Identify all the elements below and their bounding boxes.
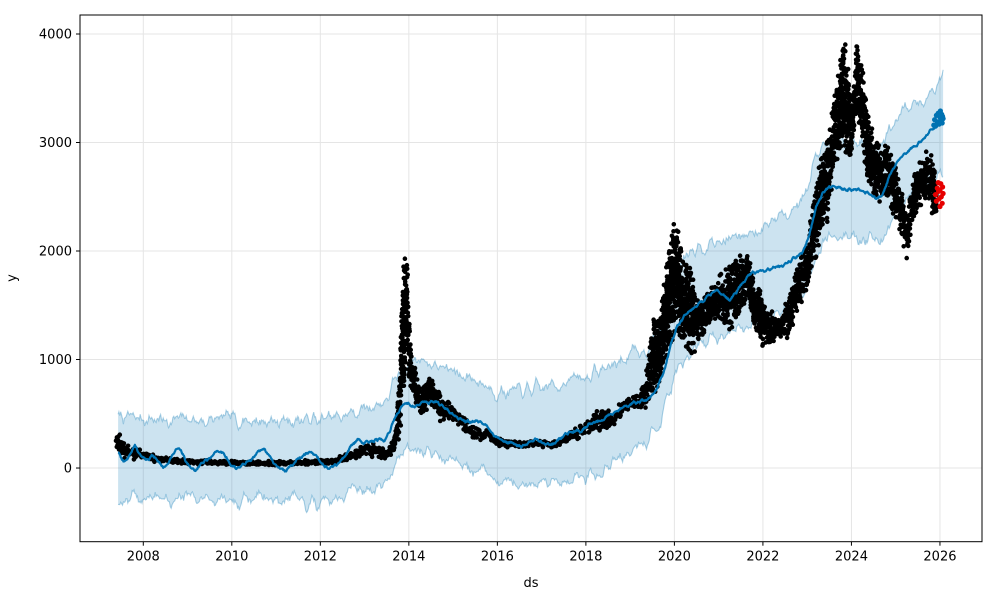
recent-actual-dot: [940, 190, 946, 197]
uncertainty-band-upper-edge: [117, 69, 944, 432]
recent-actual-dot: [939, 200, 945, 206]
x-axis-label: ds: [523, 576, 538, 591]
forecast-line-path: [117, 118, 944, 473]
uncertainty-band-fill: [118, 69, 944, 513]
x-tick-label: 2022: [746, 550, 779, 565]
x-tick-label: 2014: [392, 550, 425, 565]
forecast-end-points: [931, 108, 946, 129]
x-tick-label: 2026: [923, 550, 956, 565]
y-tick-label: 4000: [39, 27, 72, 42]
y-tick-label: 2000: [39, 245, 72, 260]
x-tick-label: 2010: [215, 550, 248, 565]
x-tick-label: 2018: [569, 550, 602, 565]
x-tick-label: 2008: [127, 550, 160, 565]
tick-marks: [76, 33, 941, 546]
x-tick-label: 2016: [481, 550, 514, 565]
recent-actual-dot: [940, 184, 946, 190]
forecast-end-dot: [939, 120, 945, 126]
y-axis-label: y: [5, 274, 20, 282]
x-tick-label: 2024: [835, 550, 868, 565]
axes-frame: [79, 14, 983, 543]
forecast-end-dot: [940, 116, 946, 122]
tick-labels: 2008 2010 2012 2014 2016 2018 2020 2022 2024 2026…: [39, 27, 957, 564]
x-tick-label: 2020: [658, 550, 691, 565]
recent-actual-points: [932, 180, 946, 210]
recent-actual-dot: [932, 192, 939, 198]
y-tick-label: 3000: [39, 136, 72, 151]
x-tick-label: 2012: [304, 550, 337, 565]
y-tick-label: 1000: [39, 353, 72, 368]
y-tick-label: 0: [64, 462, 72, 477]
forecast-line: [117, 118, 944, 473]
plot-border: [79, 14, 983, 543]
